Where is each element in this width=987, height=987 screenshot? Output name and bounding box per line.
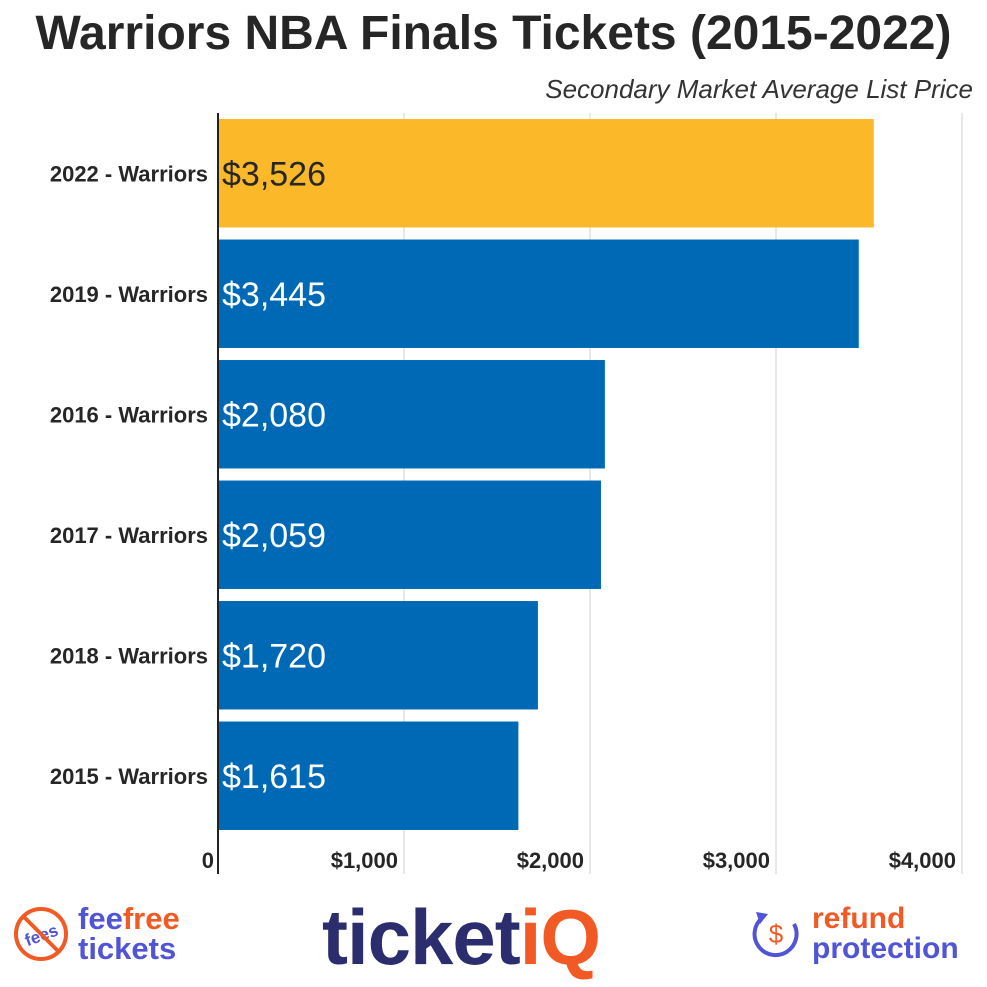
x-tick-label: $2,000 bbox=[517, 848, 584, 873]
fee-free-word-tickets: tickets bbox=[78, 931, 177, 966]
fee-free-word-free: free bbox=[122, 901, 180, 936]
bar bbox=[218, 601, 538, 710]
category-label: 2019 - Warriors bbox=[50, 282, 208, 307]
brand-main: ticket bbox=[322, 893, 521, 981]
fee-free-tickets-logo: fees feefree tickets bbox=[12, 901, 180, 966]
bar bbox=[218, 239, 859, 348]
brand-accent: iQ bbox=[519, 893, 601, 981]
bar-value-label: $3,526 bbox=[222, 155, 326, 193]
x-tick-label: $3,000 bbox=[703, 848, 770, 873]
bar bbox=[218, 360, 605, 469]
x-tick-label: $4,000 bbox=[889, 848, 956, 873]
footer: fees feefree tickets ticketiQ $ refund p… bbox=[0, 890, 987, 987]
bar bbox=[218, 119, 874, 228]
chart-subtitle: Secondary Market Average List Price bbox=[545, 74, 973, 104]
bar-value-label: $2,059 bbox=[222, 517, 326, 555]
refund-protection-logo: $ refund protection bbox=[748, 904, 959, 964]
bar-chart: $3,526 $3,445 $2,080 $2,059 $1,720 $1,615 202… bbox=[50, 113, 963, 874]
bar-value-label: $1,720 bbox=[222, 637, 326, 675]
category-label: 2018 - Warriors bbox=[50, 643, 208, 668]
refund-dollar-symbol: $ bbox=[769, 919, 784, 949]
category-label: 2022 - Warriors bbox=[50, 161, 208, 186]
x-tick-label: $1,000 bbox=[331, 848, 398, 873]
ticketiq-logo: ticketiQ bbox=[322, 892, 601, 983]
bars: $3,526 $3,445 $2,080 $2,059 $1,720 $1,615 bbox=[218, 119, 874, 830]
chart-title: Warriors NBA Finals Tickets (2015-2022) bbox=[35, 7, 952, 60]
category-label: 2015 - Warriors bbox=[50, 764, 208, 789]
bar-value-label: $2,080 bbox=[222, 396, 326, 434]
bar bbox=[218, 721, 519, 830]
protection-word: protection bbox=[812, 932, 959, 965]
x-tick-labels: 0 $1,000 $2,000 $3,000 $4,000 bbox=[202, 848, 956, 873]
x-tick-label: 0 bbox=[202, 848, 214, 873]
category-label: 2017 - Warriors bbox=[50, 523, 208, 548]
bar bbox=[218, 480, 601, 589]
no-fees-icon: fees bbox=[14, 907, 68, 961]
bar-value-label: $3,445 bbox=[222, 276, 326, 314]
fee-free-word-fee: fee bbox=[78, 901, 123, 936]
refund-icon: $ bbox=[752, 912, 799, 957]
bar-value-label: $1,615 bbox=[222, 758, 326, 796]
category-label: 2016 - Warriors bbox=[50, 402, 208, 427]
refund-word: refund bbox=[812, 902, 906, 935]
category-labels: 2022 - Warriors 2019 - Warriors 2016 - War… bbox=[50, 161, 208, 789]
